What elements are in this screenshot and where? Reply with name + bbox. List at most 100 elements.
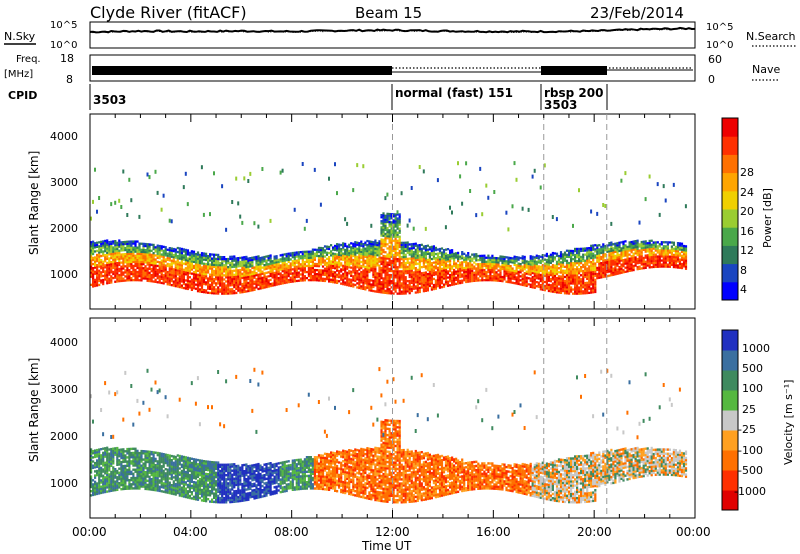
power-data-cell-2821 [402, 257, 405, 261]
power-data-cell-4063 [568, 292, 571, 295]
power-data-cell-3454 [477, 265, 480, 268]
power-data-cell-3274 [451, 283, 454, 286]
power-data-cell-3541 [491, 256, 494, 260]
power-data-cell-1205 [225, 227, 228, 232]
power-data-cell-0 [90, 283, 93, 286]
power-data-cell-2613 [390, 280, 393, 283]
power-data-cell-4559 [624, 258, 627, 261]
power-data-cell-1580 [275, 279, 278, 282]
power-data-cell-2602 [388, 225, 391, 228]
power-data-cell-3335 [459, 271, 462, 274]
power-data-cell-2103 [348, 278, 351, 281]
power-data-cell-4434 [606, 246, 609, 249]
power-data-cell-928 [194, 279, 198, 282]
power-data-cell-1762 [301, 252, 304, 256]
power-data-cell-3883 [545, 265, 548, 268]
power-data-cell-2216 [358, 242, 361, 245]
power-data-cell-968 [198, 274, 202, 277]
power-data-cell-2527 [384, 241, 387, 244]
power-data-cell-4481 [612, 247, 615, 250]
power-data-cell-1772 [303, 262, 306, 266]
power-data-cell-959 [196, 253, 200, 256]
power-data-cell-733 [170, 247, 173, 250]
power-data-cell-2435 [378, 244, 381, 247]
power-data-cell-818 [180, 255, 183, 259]
power-data-cell-2655 [392, 264, 395, 267]
power-data-cell-2532 [384, 228, 387, 232]
power-data-cell-1158 [221, 284, 224, 287]
power-data-cell-3690 [517, 266, 520, 269]
power-data-cell-3821 [537, 267, 540, 270]
power-data-cell-1309 [239, 289, 242, 292]
power-data-cell-1877 [319, 269, 323, 272]
power-data-cell-1313 [239, 279, 242, 282]
power-data-cell-706 [168, 267, 171, 270]
power-data-cell-4721 [650, 266, 653, 269]
power-data-cell-2854 [406, 288, 409, 291]
power-data-cell-2106 [348, 266, 351, 269]
power-data-cell-136 [104, 270, 107, 273]
power-data-cell-421 [134, 256, 137, 259]
power-data-cell-2170 [354, 251, 357, 254]
power-data-cell-1721 [295, 261, 298, 264]
power-data-cell-4811 [664, 251, 667, 254]
power-data-cell-3380 [465, 258, 468, 261]
power-data-cell-1755 [301, 267, 304, 270]
power-data-cell-4489 [614, 260, 617, 264]
power-data-cell-534 [148, 279, 151, 283]
power-data-cell-1814 [309, 254, 312, 257]
power-data-cell-2343 [370, 240, 373, 243]
power-data-cell-1316 [239, 273, 242, 276]
power-data-cell-2268 [364, 267, 367, 271]
power-data-cell-4828 [666, 241, 669, 244]
power-data-cell-4549 [622, 250, 625, 254]
power-data-cell-296 [120, 249, 123, 252]
power-data-cell-1303 [237, 263, 240, 266]
power-data-cell-4234 [584, 261, 587, 264]
power-data-cell-225 [114, 280, 117, 283]
power-data-cell-2142 [352, 267, 355, 270]
power-data-cell-288 [120, 271, 123, 274]
power-data-cell-143 [104, 250, 107, 253]
power-data-cell-1252 [231, 263, 234, 266]
power-data-cell-2841 [404, 268, 407, 271]
power-data-cell-375 [130, 279, 133, 282]
power-data-cell-3998 [559, 275, 563, 278]
power-data-cell-2932 [412, 257, 415, 260]
power-data-cell-4454 [610, 267, 613, 271]
power-data-cell-3685 [517, 278, 520, 282]
power-data-cell-2246 [362, 265, 365, 268]
power-data-cell-405 [132, 252, 135, 255]
power-data-cell-3983 [557, 271, 561, 274]
power-data-cell-4497 [614, 242, 617, 245]
power-data-cell-4131 [574, 272, 577, 275]
power-data-cell-2118 [350, 282, 353, 286]
power-data-cell-3873 [545, 285, 548, 288]
power-data-cell-1695 [291, 256, 294, 259]
power-data-cell-2422 [378, 272, 381, 275]
power-data-cell-828 [182, 274, 185, 277]
power-data-cell-4047 [565, 284, 569, 287]
power-data-cell-1466 [257, 257, 260, 260]
power-data-cell-2067 [344, 267, 347, 270]
power-data-cell-1888 [321, 279, 325, 282]
power-data-cell-742 [172, 268, 175, 271]
power-data-cell-3317 [457, 278, 460, 281]
power-data-cell-4902 [680, 248, 684, 251]
power-data-cell-2423 [378, 270, 381, 273]
power-data-cell-1600 [277, 266, 280, 270]
power-data-cell-1115 [215, 261, 218, 265]
power-data-cell-2211 [358, 252, 361, 255]
power-data-cell-1035 [207, 285, 210, 288]
power-data-cell-1308 [239, 291, 242, 294]
power-data-cell-4851 [672, 261, 675, 265]
power-data-cell-4514 [618, 270, 621, 273]
power-data-cell-974 [198, 261, 202, 265]
power-data-cell-450 [138, 268, 141, 272]
power-data-cell-2649 [392, 278, 395, 281]
power-data-cell-1754 [301, 269, 304, 272]
power-data-cell-97 [98, 196, 101, 200]
power-data-cell-4844 [670, 251, 673, 254]
power-data-cell-2747 [398, 290, 401, 293]
power-data-cell-4138 [574, 256, 577, 259]
